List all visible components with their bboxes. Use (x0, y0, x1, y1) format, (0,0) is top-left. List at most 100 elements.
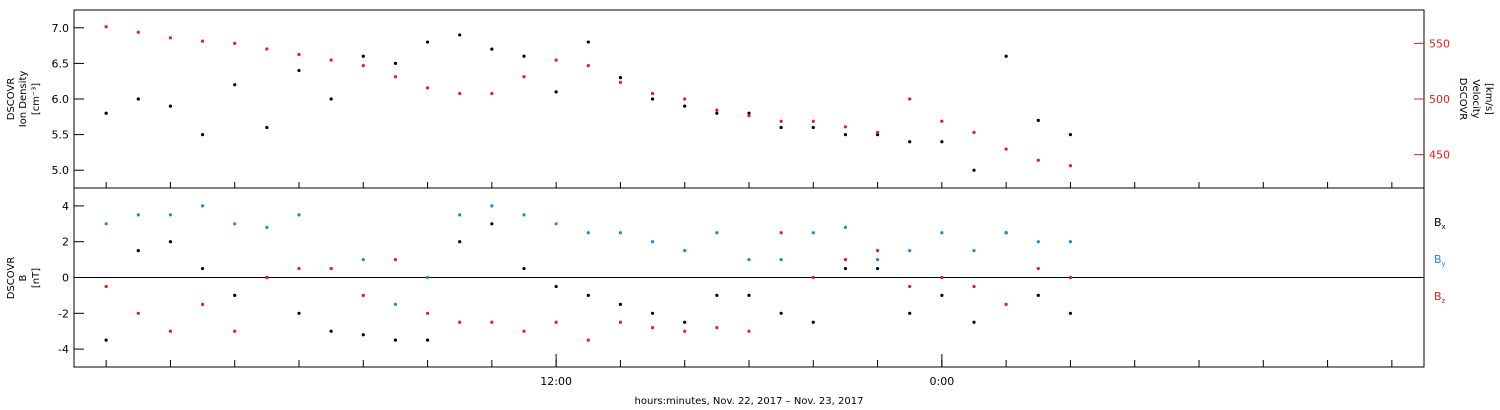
bz-point (715, 326, 719, 330)
bz-point (200, 302, 205, 306)
velocity-axis-label-line1: DSCOVR (1457, 78, 1468, 121)
velocity-point (233, 41, 237, 45)
bz-point (136, 311, 140, 315)
velocity-axis-label-line2: Velocity (1470, 79, 1481, 118)
bx-point (329, 329, 333, 333)
bz-point (1036, 266, 1040, 271)
bz-point (1004, 302, 1008, 306)
bz-point (168, 329, 173, 333)
time-axis-title: hours:minutes, Nov. 22, 2017 – Nov. 23, … (635, 396, 864, 407)
velocity-tick-label: 550 (1429, 37, 1450, 50)
bz-point (586, 338, 590, 342)
density-point (522, 54, 526, 58)
velocity-point (265, 47, 269, 51)
bz-point (522, 329, 526, 333)
velocity-point (843, 125, 848, 129)
bx-point (136, 249, 140, 253)
velocity-point (586, 64, 590, 68)
density-point (972, 168, 976, 172)
density-point (618, 76, 623, 80)
bz-point (265, 275, 269, 280)
velocity-point (168, 36, 173, 40)
bz-point (233, 329, 237, 333)
density-point (297, 68, 301, 73)
legend-bz: Bz (1434, 290, 1446, 305)
by-point (811, 231, 815, 235)
bx-point (618, 302, 623, 306)
density-point (458, 33, 462, 37)
velocity-point (972, 130, 976, 134)
by-point (233, 222, 237, 226)
bx-point (233, 293, 237, 297)
by-point (361, 258, 365, 262)
density-axis-label-line2: Ion Density (18, 71, 29, 128)
by-point (875, 258, 880, 262)
bx-point (908, 311, 912, 315)
by-point (940, 231, 944, 235)
density-point (586, 40, 590, 44)
density-point (940, 140, 944, 144)
by-point (618, 231, 623, 235)
density-point (747, 111, 751, 115)
bz-point (811, 275, 815, 280)
by-point (1068, 240, 1073, 244)
density-point (200, 133, 205, 137)
bx-point (811, 320, 815, 324)
density-point (683, 104, 687, 108)
velocity-point (490, 91, 494, 96)
b-axis-label-line3: [nT] (31, 268, 42, 288)
by-point (104, 222, 108, 226)
by-point (683, 249, 687, 253)
bx-point (490, 222, 494, 226)
density-point (843, 133, 848, 137)
density-point (715, 111, 719, 115)
bx-point (393, 338, 398, 342)
by-point (393, 302, 398, 306)
velocity-point (1036, 158, 1040, 162)
density-point (233, 83, 237, 87)
bz-point (393, 258, 398, 262)
b-tick-label: 0 (62, 272, 69, 285)
density-tick-label: 5.5 (52, 129, 70, 142)
bx-point (297, 311, 301, 315)
bx-point (361, 333, 365, 337)
velocity-point (297, 52, 301, 57)
bz-point (908, 284, 912, 289)
time-tick-label: 12:00 (540, 375, 572, 388)
density-point (393, 61, 398, 65)
density-point (265, 125, 269, 130)
bx-point (843, 266, 848, 271)
bz-point (554, 320, 558, 324)
bx-point (650, 311, 655, 315)
density-point (490, 47, 494, 51)
density-point (554, 90, 558, 94)
bx-point (554, 284, 558, 289)
by-point (779, 258, 783, 262)
bx-point (522, 266, 526, 271)
by-point (168, 213, 173, 217)
velocity-point (683, 97, 687, 101)
magnetic-field-points (104, 204, 1073, 342)
magnetic-field-panel: -4 -2 0 2 4 DSCOVR B [nT] Bx By Bz (6, 187, 1446, 368)
density-velocity-panel: 5.0 5.5 6.0 6.5 7.0 450 500 550 DSCOVR Ion Den… (6, 9, 1494, 189)
density-tick-label: 6.5 (52, 57, 70, 70)
density-point (329, 97, 333, 101)
velocity-point (650, 91, 655, 96)
velocity-point (522, 75, 526, 79)
density-point (811, 125, 815, 130)
velocity-point (393, 75, 398, 79)
velocity-point (779, 119, 783, 123)
density-point (650, 97, 655, 101)
velocity-point (458, 91, 462, 96)
bz-point (361, 293, 365, 297)
by-point (843, 225, 848, 229)
velocity-point (361, 64, 365, 68)
by-point (425, 275, 430, 280)
bz-point (104, 284, 108, 289)
density-tick-label: 5.0 (52, 164, 70, 177)
velocity-axis-ticks: 450 500 550 (1414, 37, 1450, 162)
bx-point (875, 266, 880, 271)
by-point (908, 249, 912, 253)
velocity-point (715, 108, 719, 112)
